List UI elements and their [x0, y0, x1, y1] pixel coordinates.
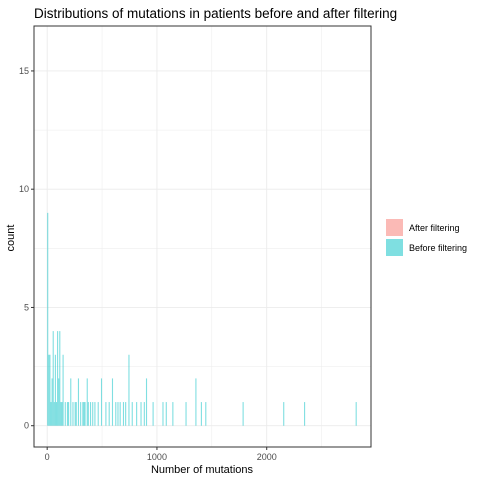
chart-title: Distributions of mutations in patients b…: [34, 6, 397, 21]
histogram-bar-2: [64, 402, 66, 426]
x-axis-ticks: 0 1000 2000: [45, 447, 277, 462]
legend-key: [386, 219, 403, 236]
histogram-bar-2: [82, 402, 84, 426]
histogram-bar-2: [57, 331, 59, 426]
histogram-bar-2: [136, 402, 138, 426]
histogram-bar-2: [131, 402, 133, 426]
histogram-bar-2: [61, 402, 63, 426]
histogram-bar-2: [86, 378, 88, 426]
histogram-bar-2: [51, 378, 53, 426]
histogram-bar-2: [62, 354, 64, 426]
histogram-bar-2: [89, 402, 92, 426]
y-tick-label: 10: [19, 184, 29, 194]
y-tick-label: 15: [19, 66, 29, 76]
histogram-bar-2: [72, 402, 74, 426]
histogram-bar-2: [205, 402, 207, 426]
plot-panel: [34, 26, 371, 447]
histogram-bar-2: [125, 402, 127, 426]
histogram-bar-2: [54, 354, 56, 426]
histogram-bar-2: [119, 402, 121, 426]
x-axis-title: Number of mutations: [151, 464, 254, 476]
histogram-bar-2: [59, 331, 61, 426]
histogram-bar-2: [145, 378, 148, 426]
histogram-bar-2: [111, 378, 114, 426]
histogram-bar-2: [48, 354, 50, 426]
histogram-bar-2: [283, 402, 285, 426]
y-axis-title: count: [5, 225, 17, 252]
histogram-bar-2: [162, 402, 164, 426]
histogram-bar-2: [70, 378, 72, 426]
histogram-bar-2: [77, 378, 80, 426]
histogram-bar-2: [74, 402, 76, 426]
histogram-bar-2: [66, 402, 69, 426]
histogram-bar-2: [94, 402, 96, 426]
histogram-bars: [47, 212, 357, 426]
legend-label: Before filtering: [409, 243, 467, 253]
histogram-bar-2: [58, 378, 60, 426]
x-tick-label: 2000: [257, 452, 277, 462]
y-axis-ticks: 0 5 10 15: [19, 66, 34, 431]
histogram-bar-2: [55, 402, 58, 426]
histogram-bar-2: [68, 402, 70, 426]
legend-key: [386, 239, 403, 256]
plot-panel-border: [33, 25, 372, 448]
histogram-bar-2: [87, 402, 89, 426]
histogram-bar-2: [83, 402, 85, 426]
legend-label: After filtering: [409, 223, 460, 233]
histogram-bar-2: [122, 402, 125, 426]
histogram-bar-2: [172, 402, 174, 426]
histogram-bar-2: [195, 378, 197, 426]
histogram-bar-2: [105, 402, 107, 426]
histogram-bar-2: [80, 402, 82, 426]
histogram-bar-2: [47, 212, 49, 426]
x-tick-label: 1000: [147, 452, 167, 462]
histogram-bar-2: [128, 354, 130, 426]
histogram-bar-2: [50, 402, 52, 426]
x-tick-label: 0: [45, 452, 50, 462]
y-tick-label: 0: [24, 421, 29, 431]
legend: After filtering Before filtering: [386, 219, 467, 256]
histogram-bar-2: [108, 402, 110, 426]
histogram-bar-2: [60, 402, 62, 426]
histogram-bar-2: [92, 402, 94, 426]
histogram-bar-2: [152, 402, 154, 426]
histogram-bar-2: [53, 402, 55, 426]
histogram-bar-2: [75, 402, 77, 426]
histogram-bar-2: [52, 331, 54, 426]
histogram-bar-2: [165, 402, 167, 426]
histogram-bar-2: [242, 402, 244, 426]
histogram-bar-2: [143, 402, 145, 426]
histogram-bar-2: [100, 378, 103, 426]
histogram-bar-2: [185, 402, 187, 426]
histogram-bar-2: [355, 402, 357, 426]
histogram-bar-2: [117, 402, 119, 426]
histogram-bar-2: [49, 354, 51, 426]
y-tick-label: 5: [24, 302, 29, 312]
grid-lines: [34, 26, 371, 447]
histogram-bar-2: [304, 402, 306, 426]
histogram-bar-2: [97, 402, 99, 426]
histogram-bar-2: [140, 402, 142, 426]
histogram-bar-2: [84, 402, 86, 426]
histogram-bar-2: [115, 402, 117, 426]
histogram-bar-2: [200, 402, 202, 426]
